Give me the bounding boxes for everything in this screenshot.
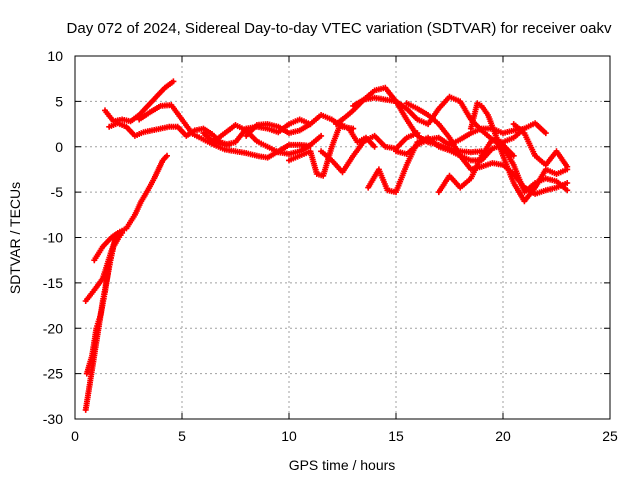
series-track-3 [82,152,170,304]
data-point [371,143,378,150]
y-tick-label: -30 [43,411,63,427]
y-tick-label: 10 [47,48,63,64]
x-tick-label: 20 [495,428,511,444]
y-tick-label: -20 [43,320,63,336]
data-point [318,132,325,139]
series-track-20 [510,121,571,170]
data-point [564,163,571,170]
y-tick-label: 0 [55,139,63,155]
data-point [542,130,549,137]
y-tick-label: -15 [43,275,63,291]
y-tick-label: -25 [43,366,63,382]
series-track-12 [318,130,421,176]
series-track-4 [91,230,121,264]
data-point [164,152,170,159]
series-track-11 [286,121,378,179]
y-axis-label: SDTVAR / TECUs [7,182,23,294]
y-tick-label: -10 [43,230,63,246]
series-track-16 [393,125,528,157]
data-point [114,230,121,236]
series-track-19 [467,100,571,205]
data-point [170,78,177,85]
data-point [510,152,517,159]
axis-ticks: 0 5 10 15 20 25 -30 -25 -20 -15 -10 -5 0 5 10 [43,48,618,444]
series-track-13 [333,84,485,156]
series-track-2 [83,230,126,377]
data-point [564,187,571,194]
x-tick-label: 10 [281,428,297,444]
y-tick-label: 5 [55,93,63,109]
y-tick-label: -5 [51,184,64,200]
chart-title: Day 072 of 2024, Sidereal Day-to-day VTE… [67,20,612,37]
series-track-18 [435,136,571,196]
x-tick-label: 5 [178,428,186,444]
x-axis-label: GPS time / hours [289,457,396,473]
series-track-1 [82,230,121,413]
x-tick-label: 15 [388,428,404,444]
data-point [564,180,571,186]
x-tick-label: 0 [71,428,79,444]
plot-area [82,78,571,413]
x-tick-label: 25 [602,428,618,444]
